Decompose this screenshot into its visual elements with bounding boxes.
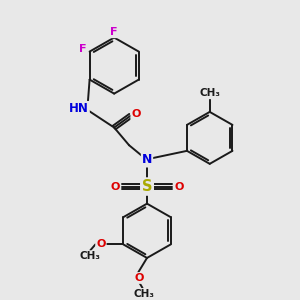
- Text: O: O: [110, 182, 120, 191]
- Text: HN: HN: [69, 102, 89, 115]
- Text: CH₃: CH₃: [79, 251, 100, 261]
- Text: CH₃: CH₃: [134, 289, 154, 299]
- Text: O: O: [174, 182, 184, 191]
- Text: F: F: [110, 27, 118, 37]
- Text: O: O: [135, 273, 144, 283]
- Text: N: N: [142, 154, 152, 166]
- Text: S: S: [142, 179, 152, 194]
- Text: CH₃: CH₃: [199, 88, 220, 98]
- Text: F: F: [79, 44, 87, 54]
- Text: O: O: [96, 239, 106, 249]
- Text: O: O: [131, 109, 141, 119]
